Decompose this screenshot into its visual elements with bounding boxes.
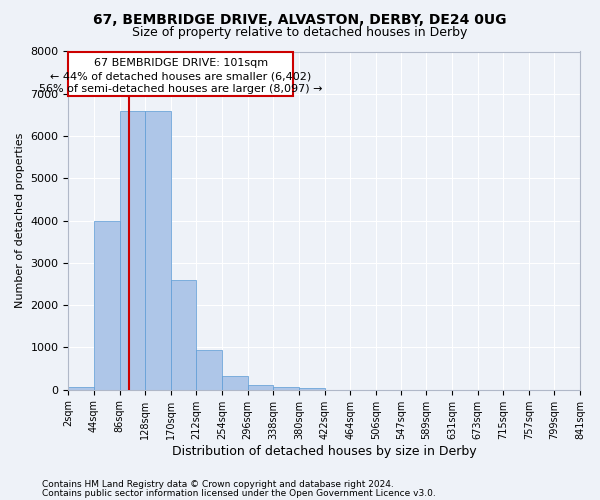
Bar xyxy=(94,220,119,390)
Bar xyxy=(196,350,222,390)
Bar xyxy=(145,110,171,390)
X-axis label: Distribution of detached houses by size in Derby: Distribution of detached houses by size … xyxy=(172,444,476,458)
Bar xyxy=(68,387,94,390)
FancyBboxPatch shape xyxy=(68,52,293,96)
Text: 56% of semi-detached houses are larger (8,097) →: 56% of semi-detached houses are larger (… xyxy=(39,84,322,94)
Bar xyxy=(222,376,248,390)
Y-axis label: Number of detached properties: Number of detached properties xyxy=(15,133,25,308)
Bar xyxy=(248,386,273,390)
Bar xyxy=(119,110,145,390)
Text: Size of property relative to detached houses in Derby: Size of property relative to detached ho… xyxy=(133,26,467,39)
Text: 67, BEMBRIDGE DRIVE, ALVASTON, DERBY, DE24 0UG: 67, BEMBRIDGE DRIVE, ALVASTON, DERBY, DE… xyxy=(93,12,507,26)
Text: Contains HM Land Registry data © Crown copyright and database right 2024.: Contains HM Land Registry data © Crown c… xyxy=(42,480,394,489)
Text: Contains public sector information licensed under the Open Government Licence v3: Contains public sector information licen… xyxy=(42,488,436,498)
Text: ← 44% of detached houses are smaller (6,402): ← 44% of detached houses are smaller (6,… xyxy=(50,72,311,82)
Bar xyxy=(171,280,196,390)
Bar xyxy=(273,387,299,390)
Text: 67 BEMBRIDGE DRIVE: 101sqm: 67 BEMBRIDGE DRIVE: 101sqm xyxy=(94,58,268,68)
Bar xyxy=(299,388,325,390)
